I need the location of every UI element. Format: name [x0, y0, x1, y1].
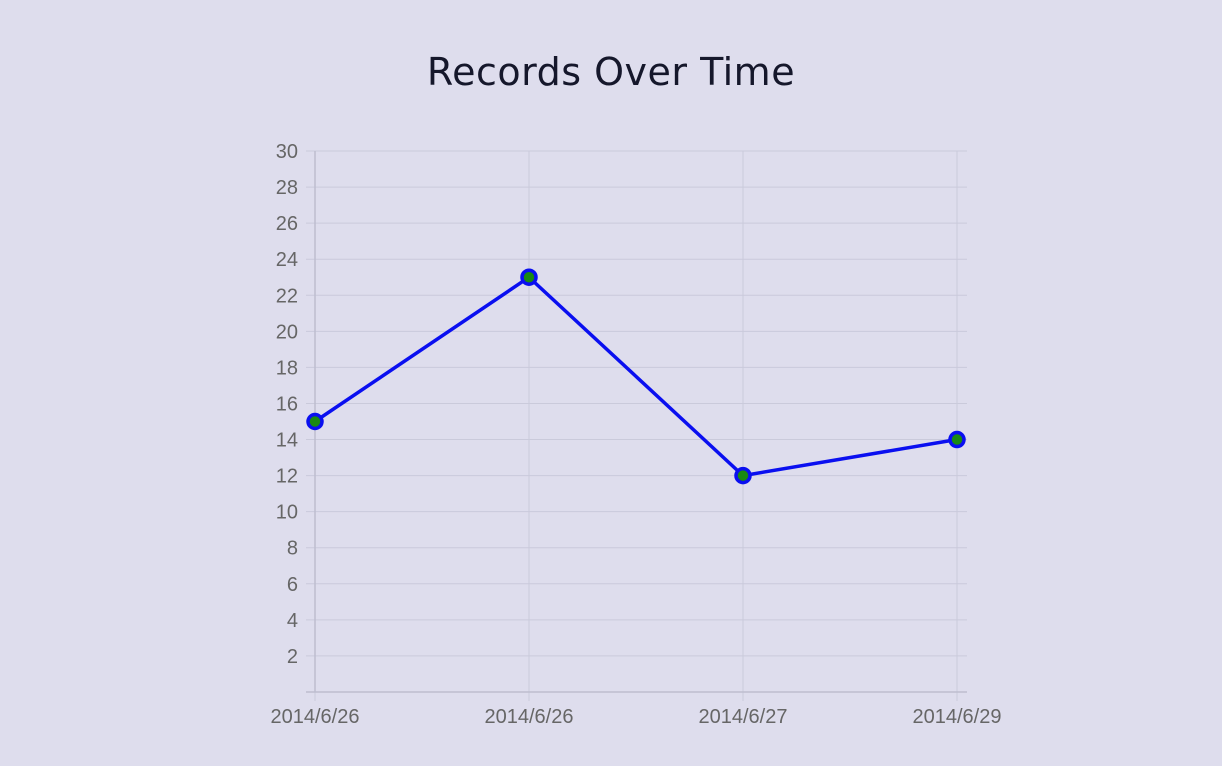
- y-tick-label: 6: [287, 574, 298, 596]
- x-tick-label: 2014/6/26: [271, 706, 360, 728]
- series-line: [313, 275, 959, 478]
- y-tick-label: 14: [276, 430, 298, 452]
- data-point: [734, 466, 752, 485]
- y-tick-label: 22: [276, 285, 298, 307]
- y-tick-label: 26: [276, 213, 298, 235]
- y-tick-label: 4: [287, 610, 298, 632]
- x-tick-label: 2014/6/27: [699, 706, 788, 728]
- y-tick-label: 8: [287, 538, 298, 560]
- y-tick-label: 10: [276, 502, 298, 524]
- data-point: [306, 412, 324, 431]
- chart-title: Records Over Time: [426, 50, 796, 94]
- y-tick-label: 20: [276, 321, 298, 343]
- y-tick-label: 18: [276, 357, 298, 379]
- y-tick-label: 2: [287, 646, 298, 668]
- data-point: [520, 268, 538, 286]
- y-tick-label: 28: [276, 177, 298, 199]
- y-tick-label: 16: [276, 393, 298, 415]
- data-point: [948, 430, 966, 449]
- y-tick-label: 30: [276, 141, 298, 163]
- x-tick-label: 2014/6/29: [913, 706, 1002, 728]
- x-tick-label: 2014/6/26: [485, 706, 574, 728]
- y-tick-label: 24: [276, 249, 298, 271]
- y-tick-label: 12: [276, 466, 298, 488]
